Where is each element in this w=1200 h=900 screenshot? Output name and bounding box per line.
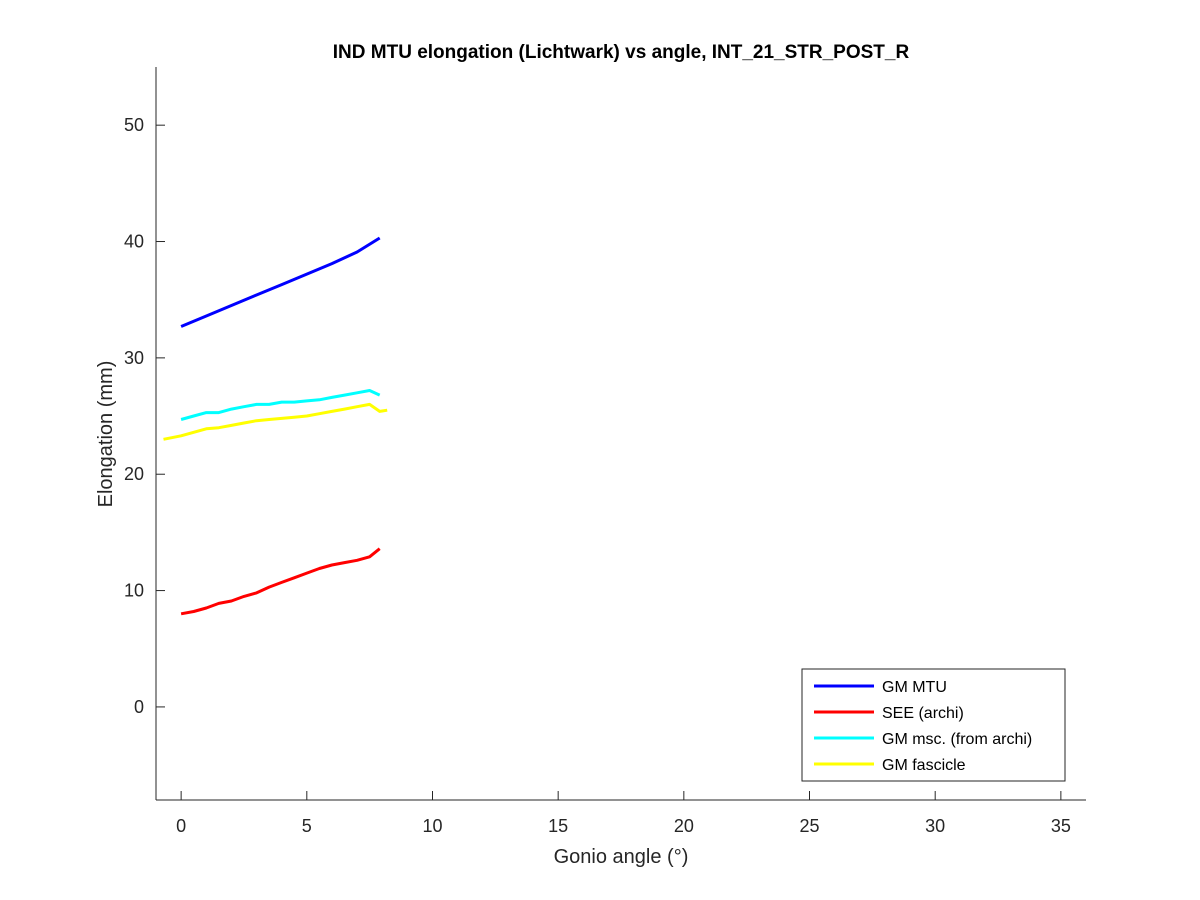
x-axis-label: Gonio angle (°) — [554, 846, 689, 868]
x-tick-label: 35 — [1051, 816, 1071, 836]
series-line-gm-fascicle — [163, 402, 388, 441]
series-line-gm-mtu — [180, 236, 381, 328]
legend-entry-label: GM msc. (from archi) — [882, 731, 1032, 748]
x-tick-label: 5 — [302, 816, 312, 836]
legend-entry-label: GM MTU — [882, 679, 947, 696]
y-tick-label: 30 — [124, 348, 144, 368]
chart-title: IND MTU elongation (Lichtwark) vs angle,… — [333, 42, 910, 63]
x-tick-label: 10 — [422, 816, 442, 836]
y-tick-label: 10 — [124, 581, 144, 601]
y-tick-label: 20 — [124, 464, 144, 484]
x-tick-label: 0 — [176, 816, 186, 836]
x-tick-label: 20 — [674, 816, 694, 836]
y-tick-label: 40 — [124, 232, 144, 252]
y-tick-label: 0 — [134, 697, 144, 717]
series-line-see-archi — [180, 547, 381, 616]
legend-box — [801, 668, 1066, 782]
x-tick-label: 15 — [548, 816, 568, 836]
x-tick-label: 30 — [925, 816, 945, 836]
x-tick-label: 25 — [799, 816, 819, 836]
y-axis-label: Elongation (mm) — [95, 361, 117, 508]
legend-entry-label: SEE (archi) — [882, 705, 964, 722]
legend-entry-label: GM fascicle — [882, 757, 966, 774]
plot-area: 0 5 10 15 20 25 30 35 0 10 20 30 40 50 — [124, 67, 1086, 836]
legend: GM MTU SEE (archi) GM msc. (from archi) GM … — [801, 668, 1066, 782]
y-tick-label: 50 — [124, 115, 144, 135]
series-line-gm-msc-from-archi — [180, 389, 381, 421]
